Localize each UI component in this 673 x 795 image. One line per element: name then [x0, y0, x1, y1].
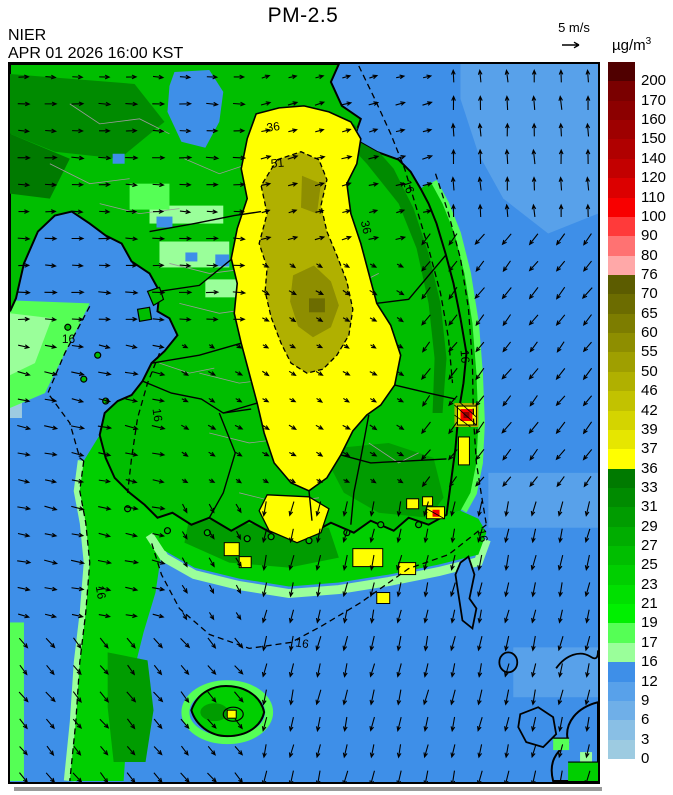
colorbar-segment — [608, 410, 635, 431]
colorbar-segment — [608, 158, 635, 179]
wind-arrows-layer — [17, 69, 593, 782]
map-shadow — [14, 787, 602, 791]
colorbar-segment — [608, 642, 635, 663]
colorbar-segment — [608, 429, 635, 450]
colorbar-tick-label: 170 — [641, 91, 667, 109]
colorbar-tick-label: 12 — [641, 672, 658, 690]
wind-scale-arrow-icon — [560, 37, 586, 55]
colorbar-tick-label: 90 — [641, 227, 658, 245]
colorbar-segment — [608, 178, 635, 199]
colorbar — [608, 62, 635, 760]
colorbar-segment — [608, 720, 635, 741]
colorbar-tick-label: 65 — [641, 304, 658, 322]
contour-label: 16 — [93, 585, 109, 601]
colorbar-segment — [608, 371, 635, 392]
colorbar-tick-label: 19 — [641, 614, 658, 632]
page-title: PM-2.5 — [267, 4, 339, 27]
colorbar-tick-label: 17 — [641, 633, 658, 651]
colorbar-segment — [608, 565, 635, 586]
colorbar-tick-label: 33 — [641, 478, 658, 496]
colorbar-segment — [608, 487, 635, 508]
colorbar-tick-label: 60 — [641, 324, 658, 342]
colorbar-tick-label: 150 — [641, 130, 667, 148]
colorbar-segment — [608, 197, 635, 218]
colorbar-tick-label: 200 — [641, 72, 667, 90]
colorbar-segment — [608, 662, 635, 683]
contour-label: 16 — [474, 527, 491, 543]
colorbar-segment — [608, 274, 635, 295]
colorbar-tick-label: 31 — [641, 498, 658, 516]
colorbar-segment — [608, 604, 635, 624]
contour-label: 16 — [62, 332, 76, 346]
colorbar-segment — [608, 333, 635, 353]
colorbar-tick-label: 29 — [641, 517, 658, 535]
colorbar-tick-label: 36 — [641, 459, 658, 477]
colorbar-tick-label: 80 — [641, 246, 658, 264]
colorbar-tick-label: 39 — [641, 420, 658, 438]
colorbar-segment — [608, 139, 635, 160]
colorbar-tick-label: 21 — [641, 595, 658, 613]
colorbar-segment — [608, 236, 635, 257]
colorbar-tick-label: 55 — [641, 343, 658, 361]
agency-label: NIER — [8, 27, 47, 44]
contour-label: 16 — [457, 349, 472, 364]
colorbar-tick-label: 6 — [641, 711, 650, 729]
colorbar-tick-label: 120 — [641, 169, 667, 187]
contour-label: 36 — [266, 119, 281, 135]
colorbar-tick-label: 100 — [641, 207, 667, 225]
contour-label: 51 — [270, 156, 285, 171]
datetime-label: APR 01 2026 16:00 KST — [8, 45, 184, 62]
colorbar-tick-label: 70 — [641, 285, 658, 303]
colorbar-segment — [608, 507, 635, 528]
colorbar-segment — [608, 313, 635, 334]
colorbar-tick-label: 9 — [641, 691, 650, 709]
colorbar-tick-label: 25 — [641, 556, 658, 574]
contour-label: 16 — [150, 408, 166, 423]
colorbar-segment — [608, 623, 635, 644]
colorbar-tick-label: 110 — [641, 188, 665, 206]
colorbar-segment — [608, 739, 635, 760]
colorbar-segment — [608, 526, 635, 547]
colorbar-segment — [608, 352, 635, 373]
colorbar-segment — [608, 468, 635, 489]
colorbar-tick-label: 0 — [641, 750, 650, 767]
colorbar-segment — [608, 681, 635, 702]
colorbar-segment — [608, 255, 635, 276]
colorbar-tick-label: 140 — [641, 149, 667, 167]
pm25-map-frame: 36 51 36 16 16 16 16 16 16 16 — [8, 62, 600, 784]
colorbar-tick-label: 76 — [641, 265, 658, 283]
colorbar-unit: µg/m3 — [612, 36, 652, 54]
colorbar-segment — [608, 584, 635, 605]
colorbar-segment — [608, 120, 635, 140]
colorbar-tick-label: 27 — [641, 537, 658, 555]
contour-label: 16 — [400, 178, 418, 195]
contour-label: 36 — [358, 219, 375, 235]
colorbar-tick-label: 3 — [641, 730, 650, 748]
colorbar-segment — [608, 100, 635, 121]
colorbar-segment — [608, 546, 635, 566]
colorbar-segment — [608, 216, 635, 237]
colorbar-segment — [608, 700, 635, 721]
colorbar-segment — [608, 449, 635, 470]
colorbar-tick-label: 16 — [641, 653, 658, 671]
colorbar-segment — [608, 62, 635, 82]
colorbar-tick-label: 37 — [641, 440, 658, 458]
colorbar-segment — [608, 81, 635, 102]
colorbar-tick-label: 160 — [641, 111, 667, 129]
colorbar-tick-label: 46 — [641, 382, 658, 400]
colorbar-segment — [608, 391, 635, 411]
pm25-map: 36 51 36 16 16 16 16 16 16 16 — [10, 64, 598, 782]
contour-label: 16 — [295, 635, 310, 651]
wind-scale-label: 5 m/s — [558, 20, 590, 35]
colorbar-tick-label: 50 — [641, 362, 658, 380]
colorbar-tick-label: 42 — [641, 401, 658, 419]
colorbar-tick-label: 23 — [641, 575, 658, 593]
colorbar-segment — [608, 294, 635, 315]
